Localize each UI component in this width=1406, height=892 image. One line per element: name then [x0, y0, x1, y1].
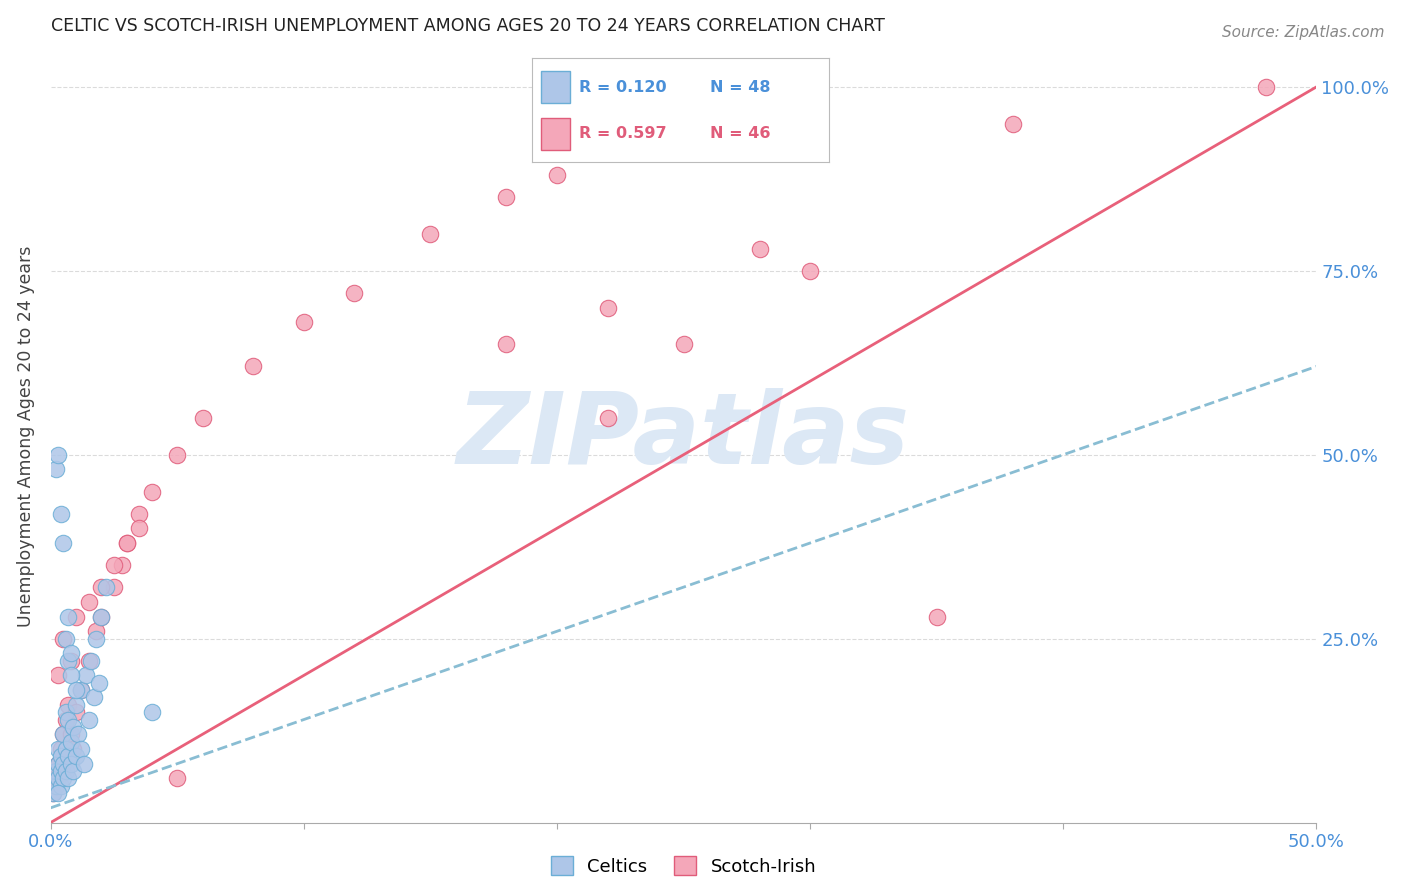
- Point: [55, 632, 77, 646]
- Point: [596, 411, 619, 425]
- Point: [58, 713, 80, 727]
- Point: [49, 779, 72, 793]
- Y-axis label: Unemployment Among Ages 20 to 24 years: Unemployment Among Ages 20 to 24 years: [17, 245, 35, 627]
- Point: [748, 242, 770, 256]
- Point: [49, 749, 72, 764]
- Point: [58, 749, 80, 764]
- Point: [128, 521, 150, 535]
- Point: [495, 190, 517, 204]
- Point: [90, 580, 112, 594]
- Point: [46, 668, 69, 682]
- Text: Source: ZipAtlas.com: Source: ZipAtlas.com: [1222, 25, 1385, 40]
- Point: [87, 675, 110, 690]
- Point: [84, 632, 107, 646]
- Point: [90, 609, 112, 624]
- Point: [46, 786, 69, 800]
- Point: [59, 668, 82, 682]
- Point: [83, 690, 105, 705]
- Point: [45, 772, 67, 786]
- Point: [59, 734, 82, 748]
- Point: [292, 315, 315, 329]
- Point: [46, 448, 69, 462]
- Point: [65, 698, 87, 712]
- Point: [59, 654, 82, 668]
- Point: [58, 698, 80, 712]
- Point: [55, 742, 77, 756]
- Point: [70, 683, 93, 698]
- Point: [128, 507, 150, 521]
- Point: [65, 609, 87, 624]
- Point: [115, 536, 138, 550]
- Point: [59, 646, 82, 660]
- Point: [96, 580, 118, 594]
- Point: [65, 683, 87, 698]
- Point: [75, 668, 97, 682]
- Text: CELTIC VS SCOTCH-IRISH UNEMPLOYMENT AMONG AGES 20 TO 24 YEARS CORRELATION CHART: CELTIC VS SCOTCH-IRISH UNEMPLOYMENT AMON…: [51, 17, 884, 35]
- Point: [58, 609, 80, 624]
- Legend: Celtics, Scotch-Irish: Celtics, Scotch-Irish: [544, 849, 824, 883]
- Point: [495, 337, 517, 351]
- Point: [58, 654, 80, 668]
- Point: [343, 285, 366, 300]
- Point: [90, 609, 112, 624]
- Text: ZIPatlas: ZIPatlas: [457, 388, 910, 485]
- Point: [55, 705, 77, 719]
- Point: [84, 624, 107, 639]
- Point: [925, 609, 948, 624]
- Point: [59, 756, 82, 771]
- Point: [55, 764, 77, 778]
- Point: [115, 536, 138, 550]
- Point: [52, 536, 75, 550]
- Point: [141, 484, 163, 499]
- Point: [70, 683, 93, 698]
- Point: [46, 772, 69, 786]
- Point: [65, 749, 87, 764]
- Point: [77, 654, 100, 668]
- Point: [49, 764, 72, 778]
- Point: [55, 713, 77, 727]
- Point: [103, 558, 125, 572]
- Point: [65, 705, 87, 719]
- Point: [42, 786, 65, 800]
- Point: [77, 595, 100, 609]
- Point: [62, 742, 84, 756]
- Point: [546, 168, 568, 182]
- Point: [59, 727, 82, 741]
- Point: [596, 301, 619, 315]
- Point: [242, 359, 264, 374]
- Point: [166, 448, 188, 462]
- Point: [45, 764, 67, 778]
- Point: [166, 772, 188, 786]
- Point: [52, 772, 75, 786]
- Point: [110, 558, 132, 572]
- Point: [103, 580, 125, 594]
- Point: [46, 756, 69, 771]
- Point: [52, 727, 75, 741]
- Point: [46, 742, 69, 756]
- Point: [62, 764, 84, 778]
- Point: [80, 654, 103, 668]
- Point: [77, 713, 100, 727]
- Point: [52, 727, 75, 741]
- Point: [46, 756, 69, 771]
- Point: [62, 720, 84, 734]
- Point: [70, 742, 93, 756]
- Point: [52, 756, 75, 771]
- Point: [52, 632, 75, 646]
- Point: [419, 227, 441, 241]
- Point: [49, 507, 72, 521]
- Point: [58, 772, 80, 786]
- Point: [1254, 79, 1277, 94]
- Point: [42, 786, 65, 800]
- Point: [45, 779, 67, 793]
- Point: [191, 411, 214, 425]
- Point: [67, 727, 90, 741]
- Point: [1001, 117, 1024, 131]
- Point: [45, 462, 67, 476]
- Point: [72, 756, 94, 771]
- Point: [672, 337, 695, 351]
- Point: [141, 705, 163, 719]
- Point: [799, 264, 821, 278]
- Point: [49, 742, 72, 756]
